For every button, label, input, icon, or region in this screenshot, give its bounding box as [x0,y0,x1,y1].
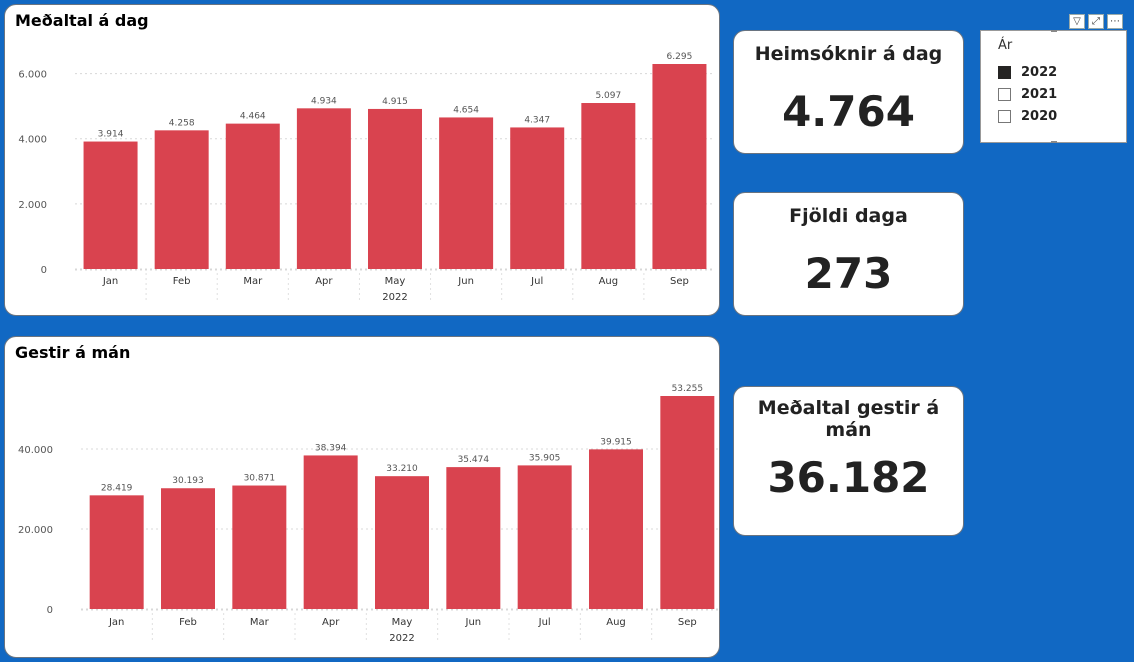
x-axis-label: 2022 [382,292,407,303]
checkbox-unchecked[interactable] [998,87,1011,101]
slicer-item-label: 2021 [1021,86,1058,102]
focus-mode-icon[interactable]: ⤢ [1088,14,1104,29]
data-label: 4.934 [311,96,337,106]
x-tick-label: Aug [606,617,626,628]
slicer-item-2020[interactable]: 2020 [998,108,1057,124]
bar-sep[interactable] [660,396,715,609]
year-slicer[interactable]: Ár 2022 2021 2020 [980,30,1127,143]
slicer-item-2022[interactable]: 2022 [998,64,1057,80]
x-tick-label: Feb [173,276,191,287]
data-label: 35.905 [529,453,561,463]
x-tick-label: Mar [250,617,270,628]
daily-average-bars: 0 2.000 4.000 6.000 3.914 Jan 4.258 Feb 4.464 Mar… [18,52,715,303]
bar-feb[interactable] [154,130,209,269]
kpi-value: 36.182 [767,453,930,502]
y-tick-label: 0 [41,265,47,276]
bar-jan[interactable] [83,141,138,269]
kpi-card-num-days[interactable]: Fjöldi daga 273 [733,192,964,316]
filter-icon[interactable]: ▽ [1069,14,1085,29]
more-options-icon[interactable]: ⋯ [1107,14,1123,29]
resize-handle[interactable] [1051,141,1057,143]
x-tick-label: Jul [530,276,543,287]
x-tick-label: Jul [538,617,551,628]
y-tick-label: 0 [47,605,53,616]
bar-jul[interactable] [517,465,572,609]
slicer-title: Ár [998,38,1013,53]
bar-mar[interactable] [225,123,280,270]
kpi-label: Heimsóknir á dag [754,43,943,65]
daily-average-chart[interactable]: Meðaltal á dag 0 2.000 4.000 6.000 3.914 Jan 4… [4,4,720,316]
data-label: 3.914 [98,130,124,140]
monthly-visitors-chart[interactable]: Gestir á mán 0 20.000 40.000 28.419 Jan 30.19… [4,336,721,658]
kpi-value: 4.764 [782,87,915,136]
x-tick-label: May [385,276,406,287]
monthly-visitors-bars: 0 20.000 40.000 28.419 Jan 30.193 Feb 30.871 Mar… [18,384,721,644]
y-tick-label: 4.000 [18,135,47,146]
bar-mar[interactable] [232,485,287,609]
x-axis-label: 2022 [389,633,414,644]
data-label: 53.255 [672,384,704,394]
data-label: 30.193 [172,476,204,486]
x-tick-label: Aug [599,276,619,287]
y-tick-label: 2.000 [18,200,47,211]
x-tick-label: Jan [102,276,118,287]
checkbox-checked[interactable] [998,65,1011,79]
x-tick-label: Apr [315,276,333,287]
data-label: 4.915 [382,97,408,107]
kpi-value: 273 [804,249,893,298]
data-label: 28.419 [101,483,133,493]
chart-title: Gestir á mán [15,343,131,362]
data-label: 38.394 [315,443,347,453]
data-label: 4.654 [453,105,479,115]
checkbox-unchecked[interactable] [998,109,1011,123]
bar-may[interactable] [368,108,422,269]
x-tick-label: Apr [322,617,340,628]
data-label: 6.295 [667,52,693,62]
slicer-item-label: 2022 [1021,64,1058,80]
bar-jul[interactable] [510,127,565,269]
x-tick-label: Sep [670,276,689,287]
data-label: 4.347 [524,115,550,125]
visual-header: ▽ ⤢ ⋯ [1069,14,1123,29]
y-tick-label: 40.000 [18,445,53,456]
slicer-item-2021[interactable]: 2021 [998,86,1057,102]
y-tick-label: 20.000 [18,525,53,536]
data-label: 4.258 [169,118,195,128]
data-label: 5.097 [595,91,621,101]
chart-title: Meðaltal á dag [15,11,149,30]
x-tick-label: Jun [465,617,482,628]
x-tick-label: Mar [243,276,263,287]
y-tick-label: 6.000 [18,70,47,81]
bar-may[interactable] [375,476,429,609]
bar-aug[interactable] [581,103,636,269]
bar-sep[interactable] [652,64,707,269]
bar-jun[interactable] [439,117,494,269]
x-tick-label: Jan [108,617,124,628]
x-tick-label: Feb [179,617,197,628]
kpi-card-visits-per-day[interactable]: Heimsóknir á dag 4.764 [733,30,964,154]
slicer-item-label: 2020 [1021,108,1058,124]
bar-apr[interactable] [296,108,351,269]
bar-apr[interactable] [303,455,358,609]
bar-jun[interactable] [446,467,501,609]
kpi-label: Fjöldi daga [789,205,908,227]
kpi-label: Meðaltal gestir á mán [757,397,940,441]
data-label: 33.210 [386,464,418,474]
bar-aug[interactable] [589,449,643,609]
data-label: 35.474 [458,455,490,465]
bar-jan[interactable] [89,495,144,609]
data-label: 30.871 [244,474,276,484]
x-tick-label: May [392,617,413,628]
x-tick-label: Sep [678,617,697,628]
x-tick-label: Jun [457,276,474,287]
bar-feb[interactable] [161,488,215,609]
kpi-card-avg-monthly[interactable]: Meðaltal gestir á mán 36.182 [733,386,964,536]
data-label: 4.464 [240,112,266,122]
data-label: 39.915 [600,437,632,447]
resize-handle[interactable] [1051,30,1057,32]
